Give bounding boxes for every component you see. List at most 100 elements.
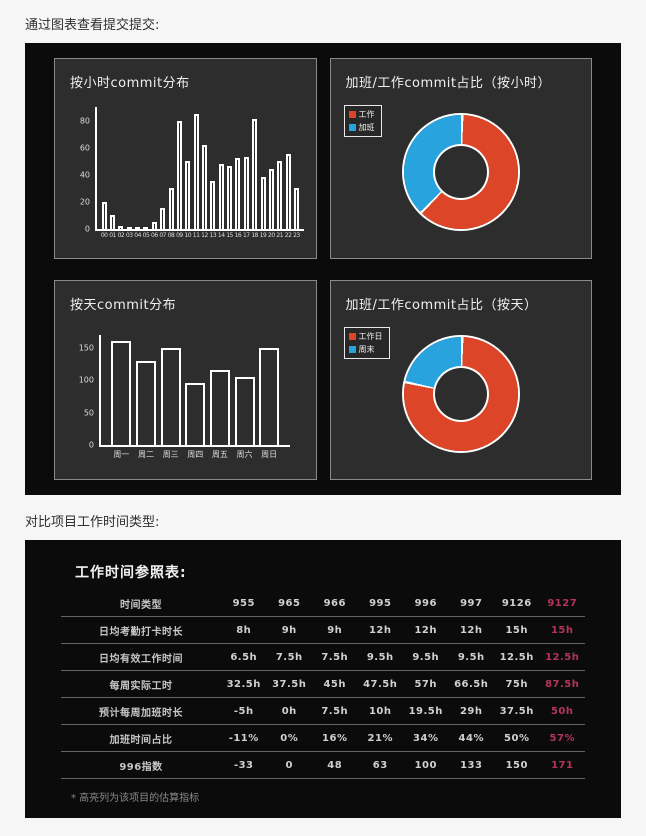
column-header: 966: [323, 597, 346, 609]
bar: [176, 120, 182, 229]
x-axis-label: 11: [192, 231, 200, 239]
hourly-ratio-pie-chart: 加班/工作commit占比（按小时） 工作 加班: [329, 58, 592, 259]
table-cell: 150: [505, 759, 528, 771]
row-label: 996指数: [119, 761, 163, 773]
table-cell: 15h: [550, 624, 574, 636]
bar: [243, 156, 249, 229]
bar-slot: 23: [292, 107, 300, 239]
x-axis-label: 13: [209, 231, 217, 239]
table-cell: 45h: [323, 678, 347, 690]
column-header: 时间类型: [120, 599, 162, 611]
table-cell: 32.5h: [226, 678, 261, 690]
y-axis-tick: 60: [79, 143, 90, 153]
y-axis-tick: 0: [88, 440, 94, 450]
bar: [168, 188, 174, 229]
bar-plot-area: 0 20 40 60 80 00 01 02 03 04 05 06 07 08 09 10 11 12 13 14 1…: [80, 107, 304, 239]
y-axis-tick: 20: [79, 197, 90, 206]
legend-item: 加班: [348, 122, 375, 133]
table-cell: 12h: [459, 624, 483, 636]
bar: [227, 166, 233, 229]
table-cell: 9h: [281, 624, 297, 636]
bar-plot-area: 0 50 100 150 周一 周二 周三 周四 周五 周六 周日: [79, 334, 290, 459]
table-cell: 87.5h: [545, 678, 580, 690]
table-cell: 7.5h: [321, 705, 349, 717]
table-cell: 10h: [368, 705, 392, 717]
bar-slot: 周日: [257, 335, 282, 459]
bar: [235, 158, 241, 229]
bar-slot: 周三: [158, 335, 183, 459]
x-axis-label: 20: [268, 231, 275, 239]
row-label: 每周实际工时: [109, 680, 173, 692]
table-cell: 75h: [505, 678, 529, 690]
table-cell: -5h: [233, 705, 254, 717]
column-header: 955: [232, 597, 255, 609]
bar-slot: 周一: [109, 335, 134, 459]
table-cell: 7.5h: [321, 651, 349, 663]
table-row: 预计每周加班时长 -5h 0h 7.5h 10h 19.5h 29h 37.5h 50h: [61, 698, 585, 725]
bar: [201, 144, 207, 229]
bar-slot: 05: [142, 107, 150, 239]
column-header: 9126: [501, 597, 532, 609]
row-label: 预计每周加班时长: [99, 707, 183, 719]
bar-slot: 04: [133, 107, 141, 239]
x-axis-label: 23: [293, 231, 300, 239]
table-cell: 29h: [459, 705, 483, 717]
x-axis-label: 06: [151, 231, 158, 239]
x-axis-label: 21: [276, 231, 284, 239]
bar: [185, 161, 191, 229]
bar-slot: 22: [284, 107, 292, 239]
bar: [293, 188, 299, 229]
column-header: 996: [414, 597, 437, 609]
table-footnote: * 高亮列为该项目的估算指标: [71, 793, 200, 804]
chart-title: 按小时commit分布: [70, 76, 190, 91]
bar: [268, 169, 274, 229]
table-cell: 100: [414, 759, 437, 771]
bar-slot: 18: [250, 107, 258, 239]
bar-slot: 06: [150, 107, 158, 239]
x-axis-label: 03: [125, 231, 133, 239]
bar-slot: 17: [242, 107, 250, 239]
bar: [135, 360, 156, 445]
row-label: 日均有效工作时间: [99, 653, 183, 665]
x-axis-label: 02: [117, 231, 125, 239]
table-cell: 12h: [368, 624, 392, 636]
table-cell: 8h: [236, 624, 252, 636]
table-cell: 57%: [549, 732, 575, 744]
charts-intro-text: 通过图表查看提交提交:: [25, 18, 160, 33]
bar: [285, 154, 291, 229]
legend-item: 工作日: [348, 331, 383, 342]
bar: [118, 225, 124, 229]
bar-slot: 12: [200, 107, 208, 239]
table-cell: 34%: [413, 732, 439, 744]
x-axis-label: 12: [201, 231, 208, 239]
x-axis-label: 04: [134, 231, 141, 239]
table-cell: 16%: [322, 732, 348, 744]
charts-container: 按小时commit分布 0 20 40 60 80 00 01 02 03 04 05 06 07 08 0…: [25, 43, 621, 495]
bar: [185, 383, 206, 445]
chart-title: 加班/工作commit占比（按天）: [345, 297, 538, 313]
table-cell: 15h: [505, 624, 529, 636]
chart-legend: 工作日 周末: [343, 326, 390, 359]
table-cell: 0%: [280, 732, 299, 744]
x-axis-label: 14: [217, 231, 225, 239]
bar-slot: 03: [125, 107, 133, 239]
x-axis-label: 周日: [261, 450, 278, 459]
x-axis-label: 周三: [162, 450, 179, 459]
table-title: 工作时间参照表:: [75, 565, 187, 581]
bar-slot: 周六: [232, 335, 257, 459]
x-axis-label: 05: [142, 231, 150, 239]
daily-ratio-pie-chart: 加班/工作commit占比（按天） 工作日 周末: [329, 279, 592, 480]
table-cell: 21%: [367, 732, 393, 744]
chart-title: 按天commit分布: [70, 297, 177, 313]
bar-slot: 14: [217, 107, 225, 239]
legend-label: 工作: [358, 110, 375, 119]
table-cell: 63: [372, 759, 388, 771]
x-axis-label: 09: [176, 231, 183, 239]
row-label: 日均考勤打卡时长: [99, 626, 183, 638]
bar-slot: 10: [184, 107, 192, 239]
x-axis-label: 周六: [236, 450, 253, 459]
table-cell: 171: [551, 759, 574, 771]
bar: [126, 226, 132, 229]
worktime-table: 时间类型 955 965 966 995 996 997 9126 9127 日均考勤打卡时长 8h…: [61, 590, 585, 779]
